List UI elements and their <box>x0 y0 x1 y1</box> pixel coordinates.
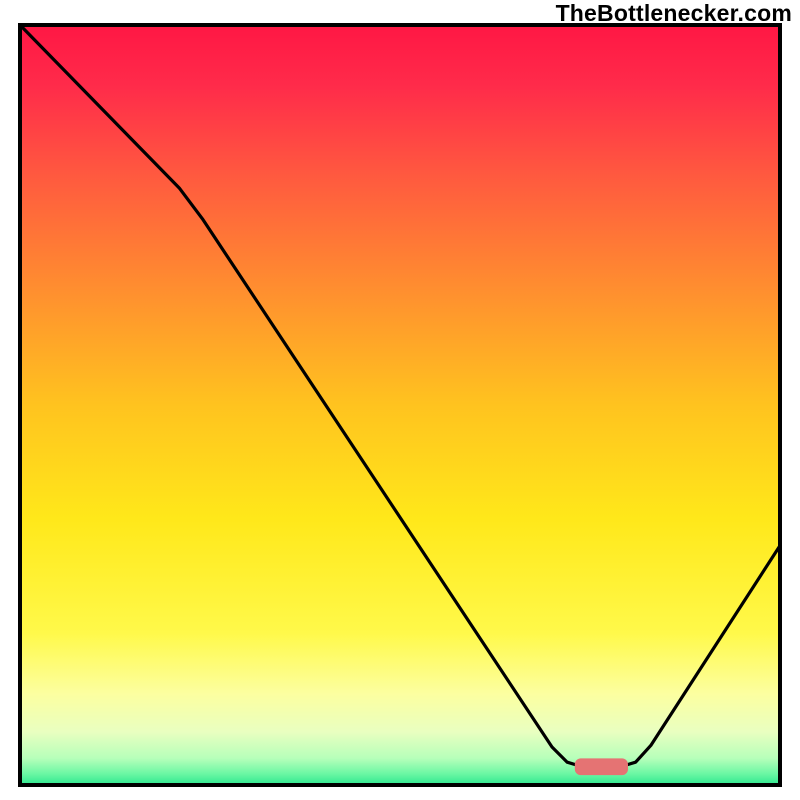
chart-stage: TheBottlenecker.com <box>0 0 800 800</box>
bottleneck-chart <box>0 0 800 800</box>
highlight-marker <box>575 758 628 775</box>
plot-background <box>20 25 780 785</box>
